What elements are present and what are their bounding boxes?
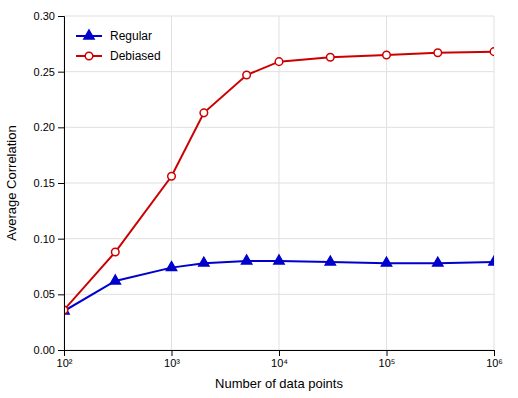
series-point: [275, 58, 283, 66]
legend-label: Regular: [110, 29, 152, 43]
tick-mark: [58, 127, 64, 128]
tick-label: 10⁵: [379, 357, 396, 369]
legend-item: Regular: [76, 29, 152, 43]
grid-line-y: [64, 238, 494, 239]
tick: 0.25: [34, 66, 64, 78]
grid-line-y: [64, 294, 494, 295]
tick-mark: [58, 239, 64, 240]
tick-mark: [279, 350, 280, 356]
series-point: [433, 257, 443, 266]
legend-symbol: [85, 52, 93, 60]
series-point: [166, 262, 176, 271]
series-point: [383, 51, 391, 59]
series-point: [243, 71, 251, 79]
tick-label: 0.15: [34, 177, 55, 189]
legend-label: Debiased: [110, 49, 161, 63]
axis-line: [65, 351, 495, 357]
series-point: [381, 257, 391, 266]
chart: 10²10³10⁴10⁵10⁶0.000.050.100.150.200.250…: [0, 0, 518, 398]
tick-mark: [58, 294, 64, 295]
series-point: [325, 256, 335, 265]
tick-mark: [58, 350, 64, 351]
series-point: [274, 255, 284, 264]
grid: [64, 16, 494, 350]
legend-item: Debiased: [76, 49, 161, 63]
grid-line-y: [64, 16, 494, 17]
tick-mark: [58, 72, 64, 73]
tick-mark: [58, 16, 64, 17]
tick: 10³: [164, 350, 180, 369]
y-axis-title: Average Correlation: [4, 125, 19, 240]
series-point: [490, 48, 494, 56]
tick: 10⁴: [271, 350, 288, 369]
series-point: [242, 255, 252, 264]
tick: 0.20: [34, 121, 64, 133]
tick: 0.10: [34, 233, 64, 245]
tick-label: 10⁴: [271, 357, 288, 369]
tick-label: 0.20: [34, 121, 55, 133]
plot-area: 10²10³10⁴10⁵10⁶0.000.050.100.150.200.250…: [34, 10, 503, 369]
tick: 0.05: [34, 288, 64, 300]
legend: Regular Debiased: [76, 29, 161, 63]
grid-line-y: [64, 127, 494, 128]
tick-label: 10²: [57, 357, 73, 369]
series-point: [199, 257, 209, 266]
x-axis: 10² 10³ 10⁴ 10⁵ 10⁶: [57, 350, 503, 369]
tick: 0.30: [34, 10, 64, 22]
grid-line-y: [64, 183, 494, 184]
marks: [64, 48, 494, 314]
series-point: [110, 275, 120, 284]
tick: 10⁵: [379, 350, 396, 369]
tick: 0.15: [34, 177, 64, 189]
axis-line: [58, 17, 65, 351]
grid-line-y: [64, 71, 494, 72]
tick-label: 0.05: [34, 288, 55, 300]
series-point: [489, 256, 494, 265]
legend-symbol: [84, 30, 94, 39]
series-point: [168, 173, 176, 181]
tick-mark: [172, 350, 173, 356]
tick-mark: [58, 183, 64, 184]
tick: 0.00: [34, 344, 64, 356]
tick-label: 0.25: [34, 66, 55, 78]
tick: 10⁶: [486, 350, 503, 369]
series-point: [112, 248, 120, 256]
series-line: [64, 52, 494, 310]
series-point: [200, 109, 208, 117]
tick-mark: [387, 350, 388, 356]
series-line: [64, 261, 494, 311]
tick-mark: [494, 350, 495, 356]
tick-label: 0.30: [34, 10, 55, 22]
tick-label: 10³: [164, 357, 180, 369]
series-point: [434, 49, 442, 57]
tick-label: 0.10: [34, 233, 55, 245]
y-axis: 0.00 0.05 0.10 0.15 0.20 0.25 0.30: [34, 10, 65, 356]
tick-label: 10⁶: [486, 357, 503, 369]
series-point: [327, 53, 335, 61]
x-axis-title: Number of data points: [215, 376, 343, 391]
tick-label: 0.00: [34, 344, 55, 356]
tick: 10²: [57, 350, 73, 369]
